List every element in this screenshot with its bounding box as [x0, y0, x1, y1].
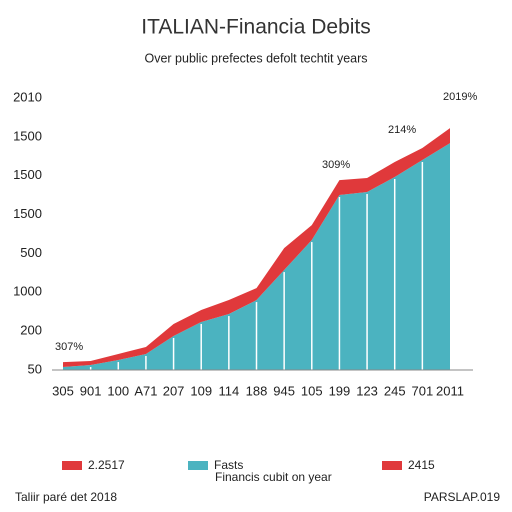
x-tick-label: 207 — [163, 383, 185, 398]
chart-subtitle: Over public prefectes defolt techtit yea… — [144, 51, 367, 65]
x-tick-label: 123 — [356, 383, 378, 398]
y-tick-label: 1500 — [13, 167, 42, 182]
annotation: 214% — [388, 124, 416, 136]
area — [63, 128, 450, 368]
x-tick-label: 945 — [273, 383, 295, 398]
area — [63, 143, 450, 370]
annotation: 309% — [322, 159, 350, 171]
legend-label: 2415 — [408, 458, 435, 472]
y-tick-label: 1000 — [13, 284, 42, 299]
legend-swatch — [188, 461, 208, 470]
x-tick-label: 245 — [384, 383, 406, 398]
y-tick-label: 50 — [28, 361, 42, 376]
legend-label: Fasts — [214, 458, 243, 472]
x-tick-label: 199 — [329, 383, 351, 398]
x-tick-label: 2011 — [436, 383, 464, 398]
footer-right: PARSLAP.019 — [424, 490, 501, 504]
legend-swatch — [62, 461, 82, 470]
x-tick-label: 188 — [246, 383, 268, 398]
chart-title: ITALIAN-Financia Debits — [141, 16, 371, 39]
x-tick-label: 100 — [107, 383, 129, 398]
footer-left: Taliir paré det 2018 — [15, 490, 117, 504]
annotation: 2019% — [443, 91, 477, 103]
x-tick-label: A71 — [134, 383, 157, 398]
x-tick-label: 901 — [80, 383, 102, 398]
legend-note: Financis cubit on year — [215, 470, 332, 484]
y-tick-label: 500 — [20, 245, 42, 260]
x-tick-label: 305 — [52, 383, 74, 398]
legend-swatch — [382, 461, 402, 470]
x-tick-label: 105 — [301, 383, 323, 398]
y-tick-label: 200 — [20, 323, 42, 338]
annotation: 307% — [55, 341, 83, 353]
y-tick-label: 1500 — [13, 206, 42, 221]
y-tick-label: 1500 — [13, 128, 42, 143]
x-tick-label: 109 — [190, 383, 212, 398]
x-tick-label: 114 — [218, 383, 239, 398]
y-tick-label: 2010 — [13, 89, 42, 104]
x-tick-label: 701 — [412, 383, 434, 398]
legend-label: 2.2517 — [88, 458, 125, 472]
